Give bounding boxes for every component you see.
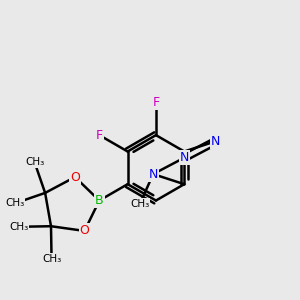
Text: CH₃: CH₃	[42, 254, 61, 264]
Text: O: O	[80, 224, 89, 237]
Text: CH₃: CH₃	[9, 222, 28, 232]
Text: N: N	[180, 151, 189, 164]
Text: CH₃: CH₃	[130, 199, 149, 209]
Text: N: N	[148, 168, 158, 181]
Text: N: N	[211, 135, 220, 148]
Text: F: F	[152, 96, 160, 109]
Text: B: B	[95, 194, 103, 207]
Text: CH₃: CH₃	[5, 198, 24, 208]
Text: O: O	[70, 170, 80, 184]
Text: CH₃: CH₃	[25, 157, 44, 167]
Text: F: F	[96, 129, 103, 142]
